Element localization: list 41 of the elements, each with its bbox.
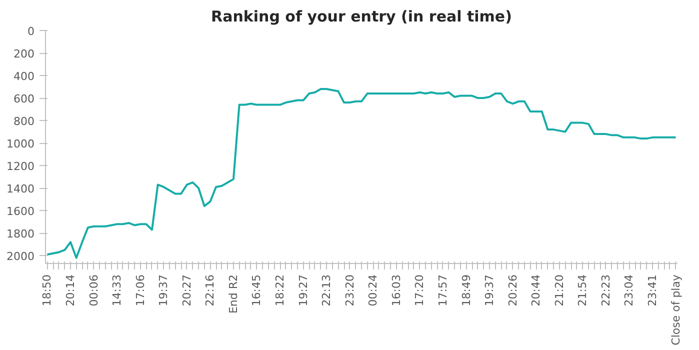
y-tick-label: 1000 (6, 138, 35, 151)
x-tick-label: 18:22 (274, 274, 287, 306)
x-tick-label: 00:24 (366, 274, 380, 306)
x-tick-label: 21:54 (576, 274, 590, 306)
x-tick-label: 18:49 (460, 274, 473, 306)
x-tick-label: 16:45 (250, 274, 264, 306)
x-tick-label: 20:14 (64, 274, 78, 306)
x-tick-label: 23:41 (646, 274, 659, 306)
y-tick-label: 400 (14, 70, 35, 84)
x-tick-label: 18:50 (40, 274, 54, 306)
x-tick-label: 19:27 (296, 274, 310, 306)
x-tick-label: 22:23 (599, 274, 612, 306)
y-tick-label: 1200 (6, 160, 35, 174)
chart-title: Ranking of your entry (in real time) (211, 8, 512, 26)
y-tick-label: 600 (14, 92, 35, 106)
x-tick-label: 19:37 (483, 274, 496, 306)
y-tick-label: 2000 (6, 250, 35, 264)
y-tick-label: 1600 (6, 205, 35, 218)
x-tick-label: 23:20 (343, 274, 356, 306)
x-tick-label: 17:57 (436, 274, 450, 306)
x-tick-label: 23:04 (622, 274, 636, 306)
x-tick-label: 20:44 (530, 274, 543, 306)
line-series (46, 88, 677, 259)
x-tick-label: Close of play (669, 274, 682, 346)
x-tick-label: 20:26 (506, 274, 520, 306)
x-tick-label: 16:03 (390, 274, 403, 306)
x-tick-label: 22:13 (320, 274, 334, 306)
y-tick-label: 1400 (6, 182, 35, 196)
y-tick-label: 800 (14, 115, 35, 128)
x-tick-label: 17:20 (413, 274, 426, 306)
y-tick-label: 0 (28, 25, 34, 38)
y-tick-label: 1800 (6, 228, 35, 241)
x-tick-label: 00:06 (87, 274, 100, 306)
x-tick-label: 21:20 (552, 274, 566, 306)
x-tick-label: 20:27 (180, 274, 194, 306)
x-tick-label: 22:16 (204, 274, 217, 306)
x-tick-label: 19:37 (157, 274, 170, 306)
y-tick-label: 200 (14, 48, 35, 61)
x-tick-label: End R2 (226, 274, 240, 314)
x-tick-label: 14:33 (110, 274, 124, 306)
x-tick-label: 17:06 (134, 274, 147, 306)
